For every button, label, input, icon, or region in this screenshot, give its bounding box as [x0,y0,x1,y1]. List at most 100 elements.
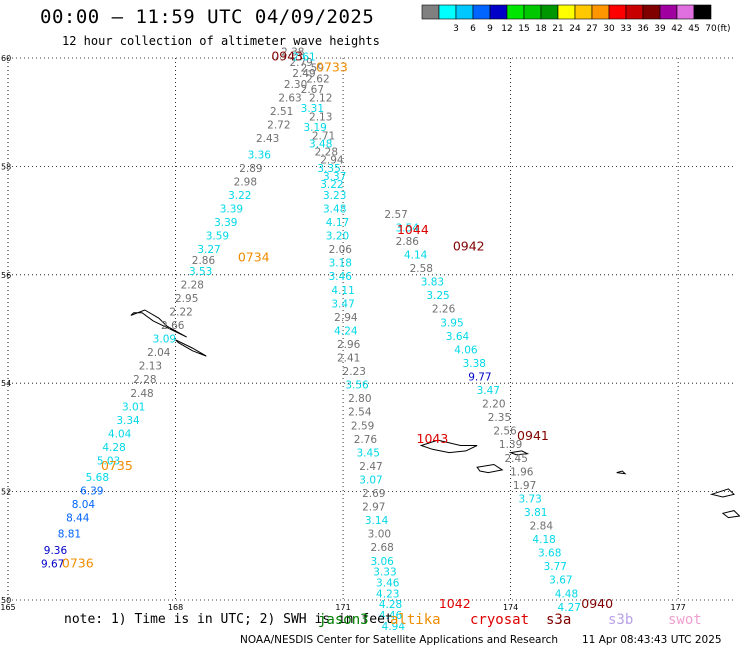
wave-height-label: 2.67 [301,84,324,96]
wave-height-label: 2.28 [315,147,338,159]
wave-height-label: 2.79 [289,57,312,69]
wave-height-label: 2.22 [169,306,192,318]
wave-height-label: 2.43 [256,133,279,145]
wave-height-label: 2.04 [147,347,171,359]
wave-height-label: 9.67 [41,558,64,570]
colorbar-tick-label: 42 [671,24,682,34]
wave-height-label: 2.97 [362,502,385,514]
wave-height-label: 3.47 [331,298,354,310]
wave-height-label: 2.41 [337,353,360,365]
pass-time-label: 0941 [517,428,549,443]
wave-height-label: 2.56 [493,426,517,438]
colorbar-tick-label: 15 [518,24,529,34]
wave-height-label: 4.04 [108,428,132,440]
wave-height-label: 9.77 [468,371,491,383]
wave-height-label: 2.49 [292,68,315,80]
wave-height-label: 2.66 [161,320,185,332]
wave-height-label: 3.20 [326,231,349,243]
wave-height-label: 4.24 [334,325,358,337]
wave-height-label: 2.28 [181,279,204,291]
wave-height-label: 2.20 [482,399,505,411]
wave-height-label: 3.09 [153,334,176,346]
wave-height-label: 3.53 [189,266,212,278]
wave-height-label: 2.96 [337,339,361,351]
colorbar-tick-label: 30 [603,24,615,34]
pass-time-label: 0734 [238,249,270,264]
wave-height-label: 3.22 [320,179,343,191]
wave-height-label: 6.39 [80,485,103,497]
wave-height-label: 3.19 [303,122,326,134]
colorbar-tick-label: 36 [637,24,649,34]
wave-height-label: 8.04 [72,499,96,511]
wave-height-label: 2.68 [370,542,393,554]
colorbar-tick-label: 27 [586,24,597,34]
satellite-legend-cryosat: cryosat [470,612,530,628]
wave-height-label: 2.98 [234,176,257,188]
wave-height-label: 3.23 [323,190,346,202]
colorbar-swatch [693,4,712,20]
wave-height-label: 2.71 [312,130,335,142]
wave-height-label: 2.80 [348,393,371,405]
wave-height-label: 8.81 [58,529,81,541]
wave-height-label: 3.07 [359,474,382,486]
pass-time-label: 0943 [271,49,303,64]
wave-height-label: 3.59 [206,231,229,243]
wave-height-label: 3.47 [477,385,500,397]
wave-height-label: 2.57 [384,209,407,221]
wave-height-label: 4.23 [376,588,399,600]
wave-height-label: 2.38 [281,46,304,58]
wave-height-colorbar: 3 6 9 12 15 18 21 24 27 30 33 36 39 42 45 70 (ft) [421,4,731,34]
wave-height-label: 3.01 [122,401,145,413]
wave-height-label: 5.03 [97,456,120,468]
medny-island-outline [175,339,207,357]
wave-height-label: 3.39 [220,203,243,215]
colorbar-tick-label: 9 [487,24,493,34]
semichi-islands-outline [508,450,530,456]
wave-height-label: 2.86 [192,255,216,267]
wave-height-label: 2.28 [133,374,156,386]
wave-height-label: 3.46 [376,577,400,589]
satellite-legend-s3a: s3a [546,612,572,628]
wave-height-label: 2.47 [359,461,382,473]
wave-height-label: 2.54 [348,407,372,419]
wave-height-label: 3.67 [549,575,572,587]
wave-height-label: 2.94 [334,312,358,324]
map-frame [8,58,734,600]
wave-height-label: 3.48 [323,203,346,215]
colorbar-tick-label: 45 [688,24,699,34]
wave-height-label: 2.59 [351,420,374,432]
colorbar-unit: (ft) [717,24,731,34]
lat-tick-label: 50 [1,596,11,605]
wave-height-label: 4.28 [379,599,402,611]
pass-time-label: 0735 [101,458,133,473]
satellite-legend-s3b: s3b [608,612,634,628]
colorbar-tick-label: 39 [654,24,666,34]
colorbar-tick-label: 33 [620,24,631,34]
wave-height-label: 2.12 [309,92,332,104]
wave-height-label: 3.81 [524,507,547,519]
wave-height-label: 4.48 [555,588,578,600]
wave-height-label: 4.18 [532,534,555,546]
pass-time-label: 0733 [316,60,348,75]
colorbar-tick-label: 12 [501,24,512,34]
track-0733: 2.612.592.622.672.123.312.133.192.713.48… [292,52,405,633]
lat-tick-label: 52 [1,488,11,497]
buldir-island-outline [616,470,627,475]
colorbar-tick-label: 24 [569,24,581,34]
wave-height-label: 3.68 [538,548,561,560]
wave-height-label: 3.34 [116,415,140,427]
wave-height-label: 3.64 [446,331,470,343]
wave-height-label: 2.30 [284,79,307,91]
pass-time-label: 1043 [417,431,449,446]
wave-height-label: 3.33 [373,567,396,579]
wave-height-label: 1.96 [510,466,534,478]
pass-time-label: 0736 [62,555,94,570]
track-0734: 9.679.36 8.81 8.448.04 6.395.68 5.03 4.28 4.04… [41,46,316,570]
colorbar-tick-label: 70 [705,24,717,34]
wave-height-label: 2.51 [270,106,293,118]
wave-height-label: 2.48 [130,388,153,400]
wave-height-label: 3.25 [426,290,449,302]
wave-height-label: 3.27 [197,244,220,256]
